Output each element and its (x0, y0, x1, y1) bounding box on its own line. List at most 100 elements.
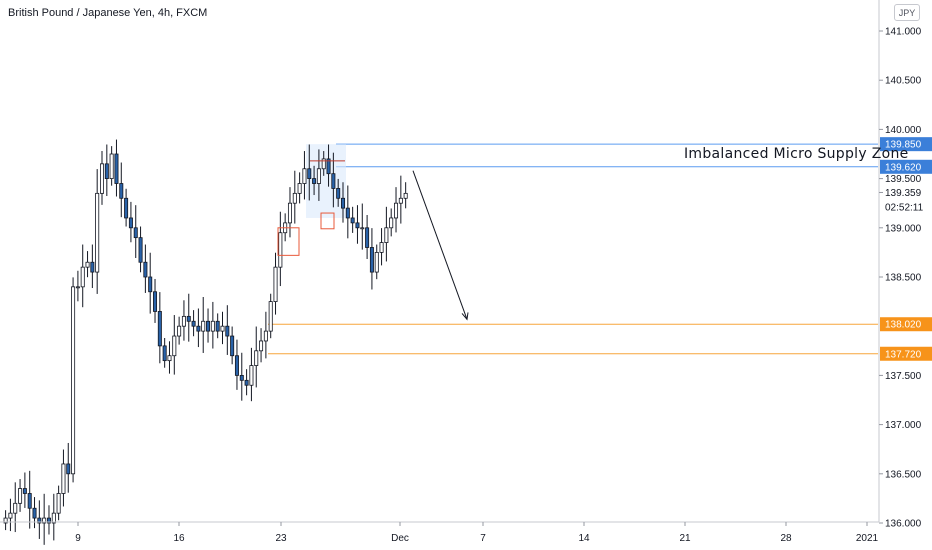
candle (326, 144, 331, 187)
candle (206, 308, 211, 343)
candle (196, 308, 201, 348)
candle (100, 151, 105, 205)
candle-body (128, 217, 133, 229)
candle-body (46, 517, 51, 524)
x-tick-label: 28 (780, 533, 792, 544)
candle (8, 498, 13, 532)
candle (263, 311, 268, 359)
candle (384, 206, 389, 262)
candle (162, 338, 167, 368)
candle (61, 449, 66, 507)
candle (287, 187, 292, 238)
candle-body (143, 261, 148, 278)
candle-body (384, 227, 389, 243)
price-label: 137.720 (885, 349, 922, 360)
candle (220, 311, 225, 345)
candle-body (249, 365, 254, 386)
supply-zone-label: Imbalanced Micro Supply Zone (684, 146, 909, 162)
y-tick-label: 137.500 (885, 371, 922, 382)
candle (254, 326, 259, 388)
candle-body (201, 320, 206, 332)
candle (37, 500, 42, 539)
candle-body (71, 286, 76, 475)
currency-button[interactable]: JPY (894, 4, 920, 21)
candle-body (138, 237, 143, 263)
candle-body (206, 320, 211, 332)
candle-body (162, 345, 167, 362)
candle-body (80, 266, 85, 288)
candle (172, 315, 177, 375)
y-tick-label: 137.000 (885, 420, 922, 431)
candle-body (316, 168, 321, 184)
candle (268, 293, 273, 339)
candle (32, 497, 37, 529)
candle (133, 205, 138, 259)
candle (95, 169, 100, 294)
candle-body (75, 286, 80, 289)
candle-body (22, 488, 27, 494)
drawing-tools[interactable] (277, 160, 469, 321)
candle (181, 300, 186, 341)
candle-body (394, 202, 399, 219)
candle (234, 339, 239, 390)
x-tick-label: 16 (173, 533, 185, 544)
candle-body (13, 502, 18, 514)
candle (119, 162, 124, 218)
candle (369, 228, 374, 290)
candle-body (109, 153, 114, 180)
price-label-bg (880, 159, 932, 174)
arrow-head (461, 312, 469, 321)
price-label-bg (880, 137, 932, 152)
candle (109, 146, 114, 186)
candle (85, 251, 90, 278)
supply-zone (336, 144, 878, 167)
candle-body (297, 183, 302, 194)
candle (104, 144, 109, 197)
chart-annotations (268, 143, 878, 355)
candle (80, 244, 85, 308)
candle-body (157, 311, 162, 347)
candle-body (114, 153, 119, 184)
candle-body (42, 517, 47, 524)
candle-body (230, 335, 235, 357)
candle-body (259, 340, 264, 352)
candle-body (191, 320, 196, 327)
candle-body (292, 192, 297, 204)
candle (336, 178, 341, 207)
candle (307, 144, 312, 201)
candle-body (167, 355, 172, 362)
candle-body (403, 192, 408, 199)
candle-body (268, 301, 273, 332)
y-tick-label: 141.000 (885, 27, 922, 38)
candle (360, 203, 365, 250)
candle (27, 470, 32, 529)
candle-body (374, 251, 379, 273)
candle (56, 485, 61, 521)
y-tick-label: 136.500 (885, 469, 922, 480)
price-label-bg (880, 346, 932, 361)
candle (157, 292, 162, 364)
candle (148, 252, 153, 314)
candle (316, 149, 321, 201)
candle (394, 187, 399, 233)
candle (374, 244, 379, 280)
candle-body (181, 315, 186, 327)
candle-body (360, 227, 365, 230)
candle-body (254, 350, 259, 366)
candle (186, 293, 191, 342)
candle (244, 369, 249, 396)
candle-body (148, 276, 153, 293)
candle-body (210, 320, 215, 332)
candle (124, 188, 129, 227)
candle-body (379, 242, 384, 253)
candle (138, 226, 143, 273)
candle-body (345, 207, 350, 219)
y-tick-label: 140.500 (885, 76, 922, 87)
candle (225, 305, 230, 355)
candle (389, 208, 394, 237)
candle-body (186, 315, 191, 322)
candle-body (196, 325, 201, 332)
candle (403, 182, 408, 209)
